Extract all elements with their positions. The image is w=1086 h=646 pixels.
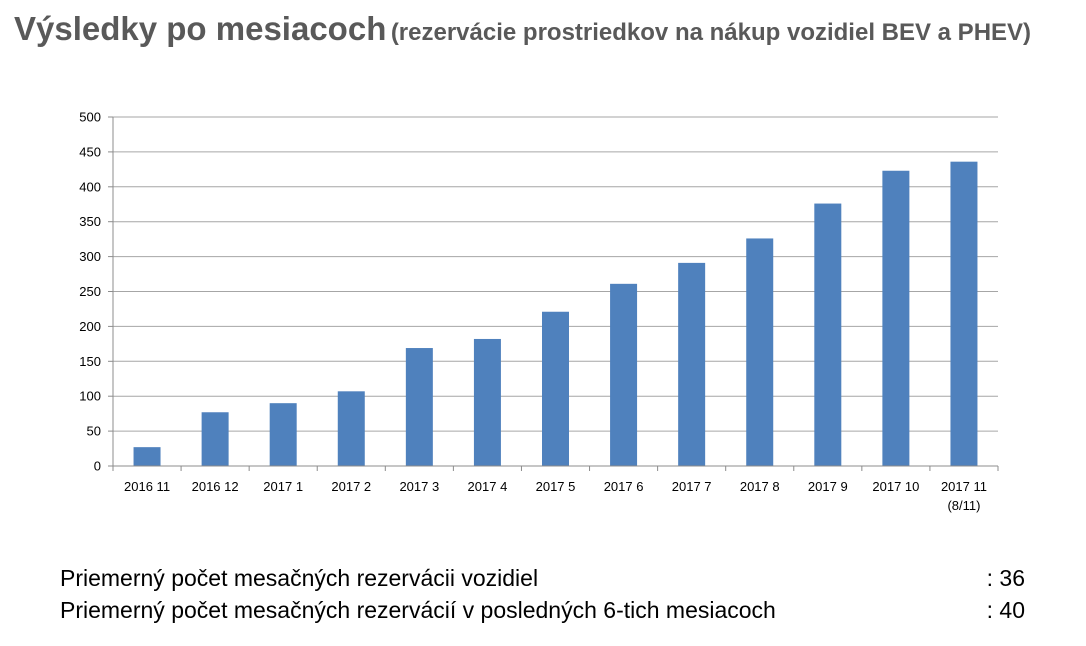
bar-chart: 0 50 100 150 200 250 300 350 400 450 500 2016 11 201… xyxy=(79,110,999,513)
bar xyxy=(814,203,842,466)
x-tick-label: 2017 1 xyxy=(263,479,303,494)
stat-label-last-six-months: Priemerný počet mesačných rezervácií v p… xyxy=(60,597,776,623)
bar xyxy=(950,161,978,466)
y-tick-label: 500 xyxy=(79,110,101,125)
stats-block: Priemerný počet mesačných rezervácii voz… xyxy=(60,562,1025,626)
y-tick-label: 250 xyxy=(79,284,101,299)
title-subtitle: (rezervácie prostriedkov na nákup vozidi… xyxy=(390,19,1032,46)
bar xyxy=(882,170,910,466)
x-tick-label: 2017 4 xyxy=(468,479,508,494)
bar xyxy=(746,238,774,466)
x-tick-label: 2017 6 xyxy=(604,479,644,494)
stat-row-average: Priemerný počet mesačných rezervácii voz… xyxy=(60,562,1025,594)
bar xyxy=(678,262,706,466)
y-tick-label: 50 xyxy=(87,424,101,439)
title-main: Výsledky po mesiacoch xyxy=(14,10,387,47)
x-tick-label: 2017 9 xyxy=(808,479,848,494)
x-tick-label: 2017 3 xyxy=(399,479,439,494)
bar xyxy=(542,311,569,466)
x-tick-label: 2017 8 xyxy=(740,479,780,494)
y-tick-label: 450 xyxy=(79,144,101,159)
bar xyxy=(269,403,297,466)
x-tick-label: 2017 11 xyxy=(941,479,987,494)
x-tick-label: 2016 11 xyxy=(124,479,170,494)
y-tick-label: 350 xyxy=(79,214,101,229)
stat-value-last-six-months: : 40 xyxy=(986,597,1025,623)
stat-label-average: Priemerný počet mesačných rezervácii voz… xyxy=(60,565,539,591)
y-tick-label: 100 xyxy=(79,389,101,404)
bar xyxy=(133,447,161,466)
y-tick-label: 300 xyxy=(79,249,101,264)
bar xyxy=(610,283,638,466)
x-tick-label: 2017 2 xyxy=(331,479,371,494)
x-tick-label: 2017 7 xyxy=(672,479,712,494)
bar xyxy=(473,338,501,466)
bar xyxy=(405,348,433,466)
x-tick-label: 2016 12 xyxy=(192,479,239,494)
bar xyxy=(201,412,229,466)
y-tick-label: 200 xyxy=(79,319,101,334)
y-tick-label: 0 xyxy=(94,459,101,474)
stat-row-last-six-months: Priemerný počet mesačných rezervácií v p… xyxy=(60,594,1025,626)
page-title: Výsledky po mesiacoch (rezervácie prostr… xyxy=(14,10,1031,48)
x-tick-label: 2017 5 xyxy=(536,479,576,494)
stat-value-average: : 36 xyxy=(986,565,1025,591)
x-tick-label: 2017 10 xyxy=(872,479,919,494)
y-tick-label: 150 xyxy=(79,354,101,369)
x-tick-label: (8/11) xyxy=(947,498,980,513)
bar xyxy=(337,391,365,466)
y-tick-label: 400 xyxy=(79,179,101,194)
